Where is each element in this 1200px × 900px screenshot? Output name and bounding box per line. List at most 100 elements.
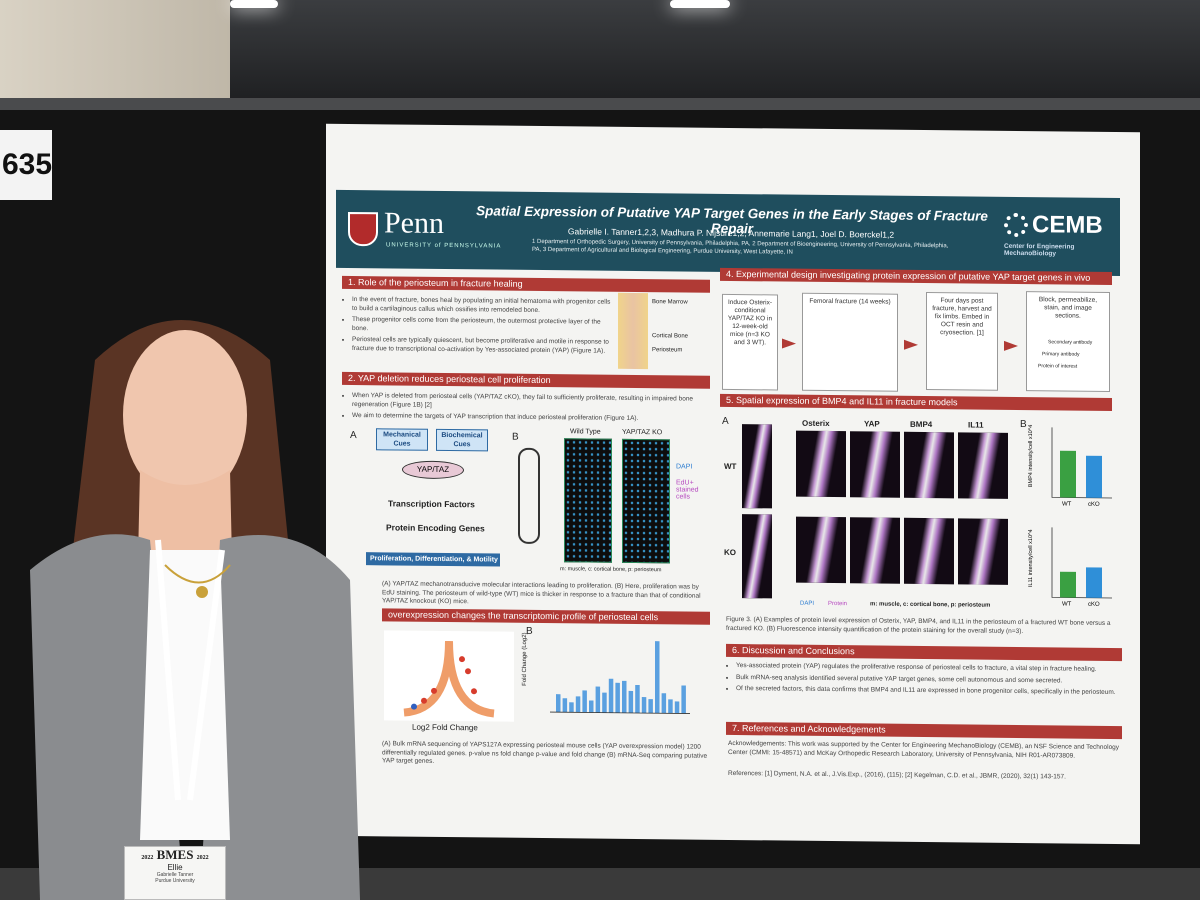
wall-column [0,0,230,110]
mrna-bar [575,696,581,713]
ko-label: YAP/TAZ KO [622,428,663,437]
mrna-bar [635,684,640,714]
bullet: Of the secreted factors, this data confi… [736,685,1122,698]
bullet: We aim to determine the targets of YAP t… [352,412,710,424]
micrograph [904,431,954,499]
panel-label: B [512,431,519,443]
mrna-bar [562,698,568,713]
section-6-heading: 6. Discussion and Conclusions [726,643,1122,662]
column-il11: IL11 [968,420,984,430]
antibody-label: Primary antibody [1042,351,1080,358]
antibody-label: Protein of interest [1038,363,1078,370]
intensity-bar [1086,455,1102,498]
mrna-bar [615,682,620,713]
bullet: Bulk mRNA-seq analysis identified severa… [736,674,1122,687]
mrna-bar [668,699,673,714]
micrograph [850,517,900,584]
section-1-heading: 1. Role of the periosteum in fracture he… [342,275,710,293]
protein-genes-node: Protein Encoding Genes [386,522,485,534]
poster-banner: Penn UNIVERSITY of PENNSYLVANIA Spatial … [336,189,1120,277]
figure-1-caption: (A) YAP/TAZ mechanotransducive molecular… [382,580,701,606]
column-osterix: Osterix [802,418,830,429]
transcription-factors-node: Transcription Factors [388,498,475,510]
step-induce: Induce Osterix-conditional YAP/TAZ KO in… [722,293,778,391]
badge-name: Ellie [167,863,183,872]
chart-ylabel: IL11 intensity/cell x10^4 [1028,529,1034,587]
ko-stain-image [622,438,670,564]
step-harvest: Four days post fracture, harvest and fix… [926,292,998,391]
bullet: Periosteal cells are typically quiescent… [352,336,612,356]
section-5-heading: 5. Spatial expression of BMP4 and IL11 i… [720,393,1112,411]
column-yap: YAP [864,419,880,429]
figure-3-caption: Figure 3. (A) Examples of protein level … [726,615,1111,635]
intensity-bar-charts: BMP4 intensity/cell x10^4 WT cKO IL11 inten… [1028,425,1112,608]
flow-arrow [1004,340,1018,351]
mechanical-cues-box: Mechanical Cues [376,428,428,451]
ceiling-light [230,0,278,8]
mrna-bar [641,697,647,714]
name-badge: 2022 BMES 2022 Ellie Gabrielle Tanner Pu… [124,846,226,900]
panel-label: A [722,415,729,427]
flow-arrow [904,339,918,350]
biochemical-cues-box: Biochemical Cues [436,428,488,452]
mrna-bar [608,678,614,713]
cemb-gear-icon [1004,212,1028,238]
bar-ylabel: Fold Change (Log2) [522,632,528,686]
figure-2-caption: (A) Bulk mRNA sequencing of YAPS127A exp… [382,740,708,765]
bone-label: Cortical Bone [652,333,689,340]
section-1-bullets: In the event of fracture, bones heal by … [342,296,612,359]
mrna-bar [569,702,574,713]
mrna-bar [674,701,680,714]
penn-logo-text: Penn [384,206,444,240]
edu-label: EdU+ stained cells [676,479,699,501]
antibody-label: Secondary antibody [1048,339,1093,346]
dapi-label: DAPI [676,463,693,471]
column-bmp4: BMP4 [910,419,933,430]
badge-logo-text: BMES [156,847,194,862]
yap-taz-node: YAP/TAZ [402,460,464,480]
intensity-bar [1060,450,1076,498]
bullet: When YAP is deleted from periosteal cell… [352,392,710,413]
micrograph [958,432,1008,499]
micrograph [958,518,1008,585]
bone-label: Bone Marrow [652,299,688,306]
volcano-plot-svg [403,640,495,718]
category-label: cKO [1088,502,1100,508]
micrograph [796,430,846,498]
mrna-bar [589,700,594,713]
volcano-xlabel: Log2 Fold Change [412,722,478,733]
badge-logo: 2022 BMES 2022 [125,847,225,863]
bone-diagram [618,292,648,370]
chart-ylabel: BMP4 intensity/cell x10^4 [1028,425,1034,488]
mrna-bar [661,693,667,714]
category-label: WT [1062,601,1072,607]
bullet: Yes-associated protein (YAP) regulates t… [736,662,1122,675]
micrograph [850,431,900,498]
overview-micrograph [742,424,772,509]
intensity-bar [1060,571,1076,598]
section-3-heading: overexpression changes the transcriptomi… [382,608,710,625]
cemb-subtitle: Center for Engineering MechanoBiology [1004,242,1075,258]
badge-fullname: Gabrielle Tanner [156,872,194,878]
mrna-bar [602,692,607,713]
intensity-bar [1086,567,1102,598]
row-wt: WT [724,461,737,472]
panel-label: A [350,429,357,442]
references: References: [1] Dyment, N.A. et al., J.V… [728,769,1066,781]
penn-shield-icon [348,211,378,247]
acknowledgements: Acknowledgements: This work was supporte… [728,739,1120,760]
category-label: WT [1062,501,1072,507]
mrna-bar [556,694,561,713]
mrna-bar [622,680,627,713]
section-6-bullets: Yes-associated protein (YAP) regulates t… [726,662,1122,701]
mrna-bar [648,699,653,714]
tissue-legend: m: muscle, c: cortical bone, p: perioste… [870,601,991,609]
category-label: cKO [1088,602,1100,608]
badge-affiliation: Purdue University [155,878,195,884]
bone-outline [518,447,540,544]
bullet: These progenitor cells come from the per… [352,316,612,336]
section-2-heading: 2. YAP deletion reduces periosteal cell … [342,371,710,389]
micrograph [796,516,846,584]
row-ko: KO [724,547,736,558]
